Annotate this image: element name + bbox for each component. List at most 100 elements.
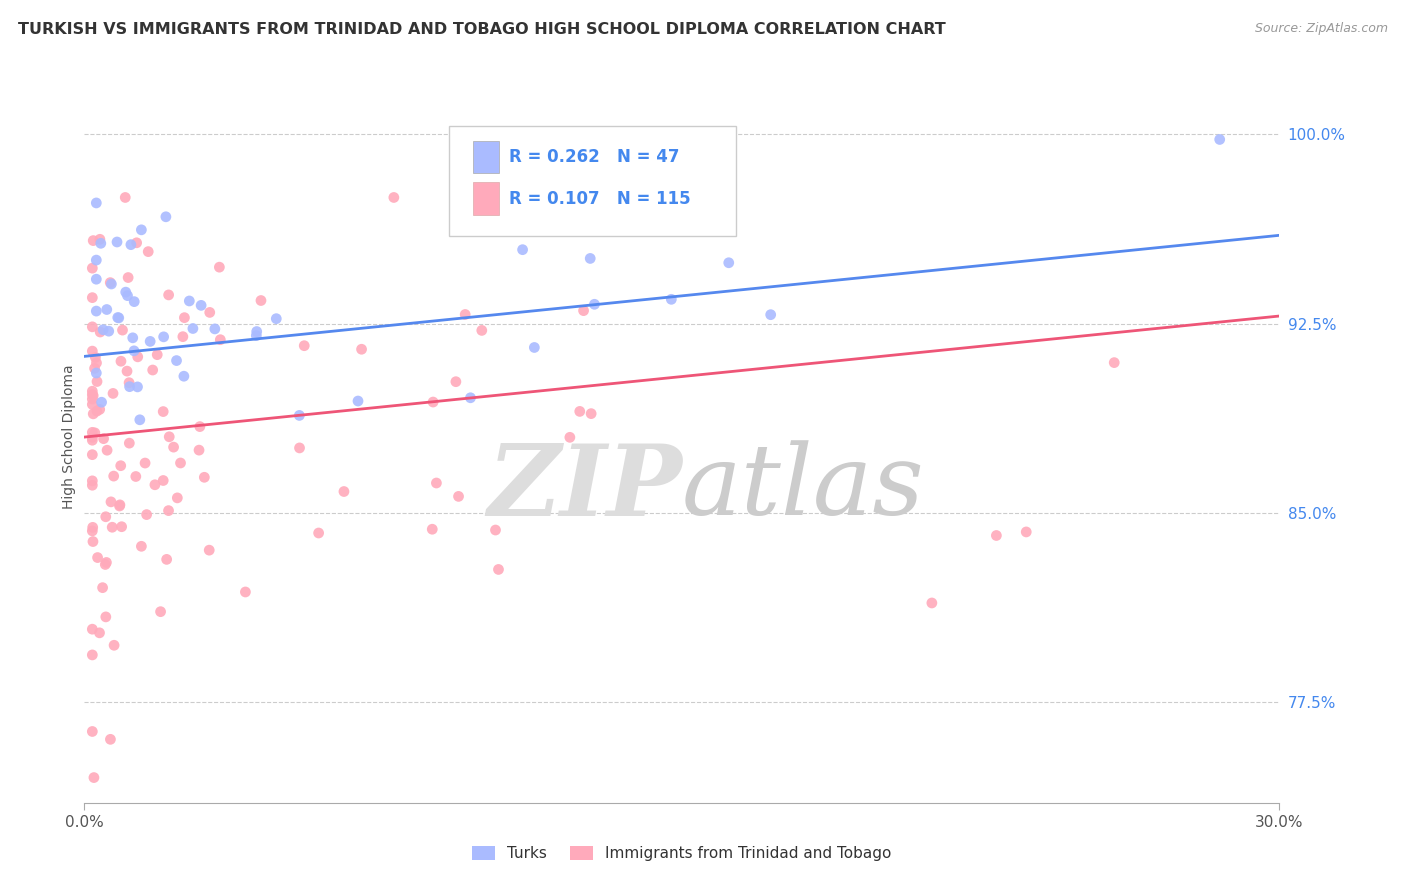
Point	[97, 324, 120, 338]
Point	[155, 210, 177, 224]
Point	[122, 294, 145, 309]
Point	[86, 550, 108, 565]
Point	[86, 375, 108, 389]
Point	[82, 425, 104, 440]
Point	[108, 498, 131, 512]
Point	[266, 311, 288, 326]
Point	[82, 534, 104, 549]
Point	[420, 522, 443, 536]
Point	[579, 407, 602, 421]
Point	[128, 413, 150, 427]
Point	[347, 394, 370, 409]
Point	[444, 375, 467, 389]
Point	[1015, 524, 1038, 539]
Point	[93, 432, 115, 446]
Point	[84, 351, 107, 365]
Point	[83, 425, 105, 440]
Point	[166, 353, 188, 368]
Point	[82, 724, 104, 739]
Point	[717, 256, 740, 270]
Point	[94, 558, 117, 572]
Point	[110, 458, 132, 473]
Point	[83, 771, 105, 785]
Point	[986, 528, 1008, 542]
Point	[82, 448, 104, 462]
Point	[120, 237, 142, 252]
Point	[292, 339, 315, 353]
Point	[96, 443, 118, 458]
Point	[90, 236, 112, 251]
Point	[114, 190, 136, 204]
Legend: Turks, Immigrants from Trinidad and Tobago: Turks, Immigrants from Trinidad and Toba…	[472, 846, 891, 861]
Point	[100, 495, 122, 509]
Point	[188, 443, 211, 458]
Point	[157, 288, 180, 302]
Point	[82, 478, 104, 492]
Point	[246, 325, 269, 339]
Point	[83, 361, 105, 376]
Point	[94, 610, 117, 624]
Point	[162, 440, 184, 454]
Point	[659, 293, 682, 307]
FancyBboxPatch shape	[449, 126, 735, 235]
Point	[759, 308, 782, 322]
Point	[131, 539, 153, 553]
Point	[198, 543, 221, 558]
Point	[583, 297, 606, 311]
Point	[89, 325, 111, 339]
Bar	[472, 141, 499, 173]
Point	[193, 470, 215, 484]
Point	[135, 508, 157, 522]
Point	[288, 409, 311, 423]
Point	[152, 330, 174, 344]
Point	[91, 581, 114, 595]
Point	[82, 384, 104, 399]
Point	[82, 474, 104, 488]
Point	[91, 323, 114, 337]
Point	[157, 503, 180, 517]
Point	[82, 291, 104, 305]
Point	[157, 430, 180, 444]
Point	[146, 348, 169, 362]
Point	[572, 303, 595, 318]
Point	[118, 379, 141, 393]
Text: ZIP: ZIP	[486, 440, 682, 536]
Point	[111, 519, 134, 533]
Point	[103, 469, 125, 483]
Point	[125, 469, 148, 483]
Point	[118, 376, 141, 390]
Point	[484, 523, 506, 537]
Point	[422, 395, 444, 409]
Point	[89, 232, 111, 246]
Text: Source: ZipAtlas.com: Source: ZipAtlas.com	[1254, 22, 1388, 36]
Point	[101, 386, 124, 401]
Point	[122, 343, 145, 358]
Point	[105, 235, 128, 249]
Point	[127, 350, 149, 364]
Point	[131, 223, 153, 237]
Point	[125, 235, 148, 250]
Point	[152, 404, 174, 418]
Point	[86, 272, 108, 286]
Point	[568, 404, 591, 418]
Point	[82, 344, 104, 359]
Point	[454, 308, 477, 322]
Point	[107, 310, 129, 325]
Point	[512, 243, 534, 257]
Point	[179, 293, 201, 308]
Point	[471, 323, 494, 337]
Point	[82, 397, 104, 411]
Point	[134, 456, 156, 470]
Point	[82, 434, 104, 448]
Point	[86, 253, 108, 268]
Point	[86, 196, 108, 211]
Point	[350, 343, 373, 357]
Point	[425, 475, 447, 490]
Point	[82, 261, 104, 276]
Point	[139, 334, 162, 349]
Point	[114, 285, 136, 300]
Text: R = 0.262   N = 47: R = 0.262 N = 47	[509, 148, 679, 166]
Point	[173, 369, 195, 384]
Point	[100, 277, 122, 291]
Point	[86, 356, 108, 370]
